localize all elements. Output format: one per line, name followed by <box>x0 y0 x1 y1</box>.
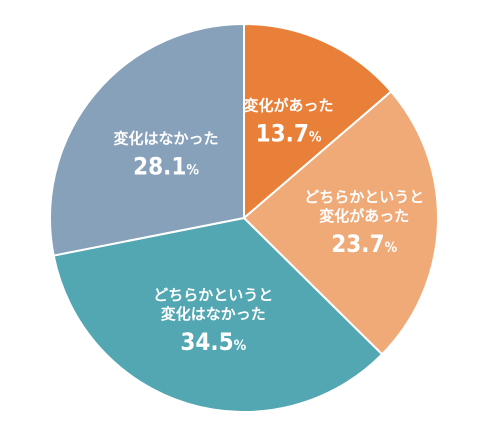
slice-category-label: 変化があった <box>244 97 334 115</box>
slice-category-label: どちらかというと <box>153 286 273 304</box>
slice-value-label: 28.1% <box>133 152 199 180</box>
pie-slices <box>49 22 439 413</box>
slice-category-label: 変化はなかった <box>161 305 266 323</box>
slice-category-label: どちらかというと <box>304 188 424 206</box>
slice-category-label: 変化はなかった <box>114 129 219 147</box>
slice-value-label: 23.7% <box>331 230 397 258</box>
pie-slice-3 <box>52 216 384 413</box>
slice-label-4: 変化はなかった 28.1% <box>114 129 219 180</box>
slice-value-label: 34.5% <box>180 328 246 356</box>
pie-slice-1 <box>243 22 393 221</box>
pie-slice-2 <box>242 90 439 356</box>
slice-category-label: 変化があった <box>319 207 409 225</box>
pie-slice-4 <box>49 22 245 257</box>
slice-label-1: 変化があった 13.7% <box>244 97 334 148</box>
pie-labels: 変化があった13.7%どちらかというと変化があった23.7%どちらかというと変化… <box>114 97 425 357</box>
slice-value-label: 13.7% <box>256 120 322 148</box>
